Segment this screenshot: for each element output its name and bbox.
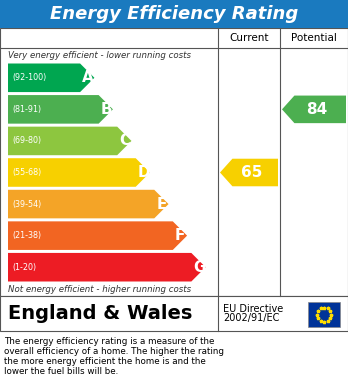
- Text: A: A: [82, 70, 94, 85]
- Bar: [308, 302, 340, 327]
- Text: 65: 65: [241, 165, 263, 180]
- Text: England & Wales: England & Wales: [8, 304, 192, 323]
- Text: overall efficiency of a home. The higher the rating: overall efficiency of a home. The higher…: [4, 347, 224, 356]
- Polygon shape: [8, 221, 187, 250]
- Bar: [0, 0, 348, 28]
- Text: Very energy efficient - lower running costs: Very energy efficient - lower running co…: [8, 50, 191, 59]
- Polygon shape: [8, 253, 206, 282]
- Text: Energy Efficiency Rating: Energy Efficiency Rating: [50, 5, 298, 23]
- Text: (1-20): (1-20): [12, 263, 36, 272]
- Text: (55-68): (55-68): [12, 168, 41, 177]
- Polygon shape: [8, 95, 113, 124]
- Text: Potential: Potential: [291, 33, 337, 43]
- Polygon shape: [220, 159, 278, 186]
- Text: EU Directive: EU Directive: [223, 303, 283, 314]
- Text: lower the fuel bills will be.: lower the fuel bills will be.: [4, 367, 118, 376]
- Polygon shape: [282, 95, 346, 123]
- Polygon shape: [8, 190, 168, 218]
- Text: (69-80): (69-80): [12, 136, 41, 145]
- Text: F: F: [175, 228, 185, 243]
- Text: G: G: [193, 260, 206, 275]
- Text: E: E: [156, 197, 167, 212]
- Polygon shape: [8, 63, 94, 92]
- Text: C: C: [119, 133, 130, 149]
- Text: Not energy efficient - higher running costs: Not energy efficient - higher running co…: [8, 285, 191, 294]
- Bar: [0, 296, 348, 331]
- Text: (92-100): (92-100): [12, 73, 46, 82]
- Polygon shape: [8, 158, 150, 187]
- Polygon shape: [8, 127, 132, 155]
- Text: 2002/91/EC: 2002/91/EC: [223, 314, 279, 323]
- Text: The energy efficiency rating is a measure of the: The energy efficiency rating is a measur…: [4, 337, 214, 346]
- Text: (21-38): (21-38): [12, 231, 41, 240]
- Bar: [0, 28, 348, 296]
- Text: Current: Current: [229, 33, 269, 43]
- Text: B: B: [101, 102, 112, 117]
- Text: the more energy efficient the home is and the: the more energy efficient the home is an…: [4, 357, 206, 366]
- Text: (39-54): (39-54): [12, 199, 41, 208]
- Text: D: D: [138, 165, 150, 180]
- Text: (81-91): (81-91): [12, 105, 41, 114]
- Text: 84: 84: [306, 102, 327, 117]
